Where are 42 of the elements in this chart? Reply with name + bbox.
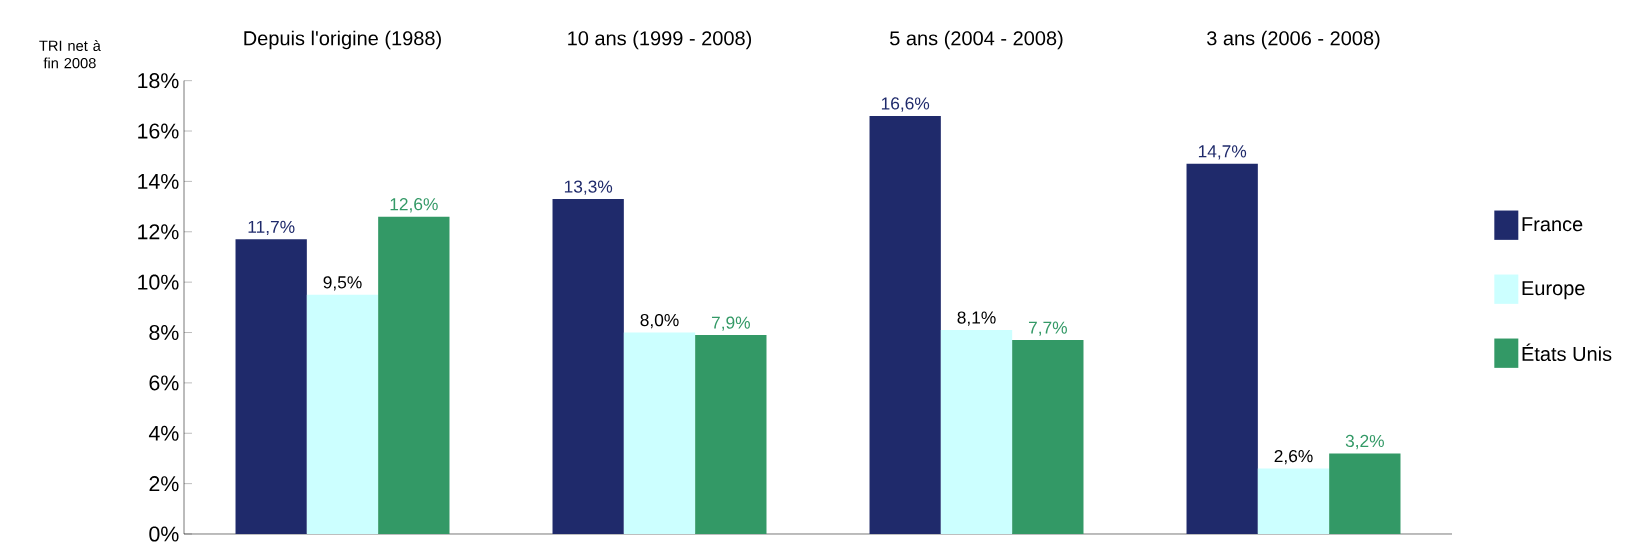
bar [1012, 340, 1084, 534]
data-label: 2,6% [1274, 449, 1313, 465]
legend-label: États Unis [1522, 343, 1612, 362]
data-label: 13,3% [564, 180, 613, 195]
bar [1257, 468, 1330, 534]
data-label: 12,6% [390, 198, 438, 213]
data-label: 9,5% [323, 276, 362, 291]
y-tick-label: 8% [149, 324, 179, 341]
y-tick-label: 0% [149, 526, 179, 542]
y-tick-label: 4% [148, 425, 179, 441]
data-label: 7,7% [1028, 321, 1067, 336]
x-tick-label: Depuis l'origine (1988) [244, 30, 441, 50]
bar [695, 335, 767, 534]
y-tick-label: 2% [149, 476, 179, 492]
legend-label: France [1522, 217, 1583, 232]
y-tick-label: 18% [138, 73, 179, 89]
data-label: 16,6% [881, 97, 930, 112]
bar [378, 216, 450, 534]
bar [623, 332, 696, 534]
y-tick-label: 10% [138, 274, 179, 290]
data-label: 14,7% [1198, 145, 1247, 160]
data-label: 7,9% [711, 316, 750, 331]
data-label: 11,7% [248, 220, 295, 236]
data-label: 8,0% [640, 313, 679, 329]
bar [940, 330, 1013, 534]
data-label: 3,2% [1345, 434, 1384, 450]
bar [306, 294, 379, 534]
bar [552, 199, 624, 534]
x-tick-label: 5 ans (2004 - 2008) [890, 30, 1063, 50]
y-tick-label: 16% [138, 123, 179, 139]
bar [1329, 453, 1401, 534]
bar [1186, 163, 1258, 534]
y-axis-title: TRI net à fin 2008 [39, 40, 101, 69]
bar [235, 239, 307, 534]
bar [869, 115, 941, 534]
y-tick-label: 14% [138, 173, 179, 189]
x-tick-label: 10 ans (1999 - 2008) [568, 30, 752, 50]
data-label: 8,1% [957, 311, 996, 326]
y-tick-label: 12% [138, 224, 179, 240]
x-tick-label: 3 ans (2006 - 2008) [1206, 30, 1380, 50]
y-tick-label: 6% [149, 375, 179, 391]
legend-label: Europe [1522, 281, 1585, 300]
